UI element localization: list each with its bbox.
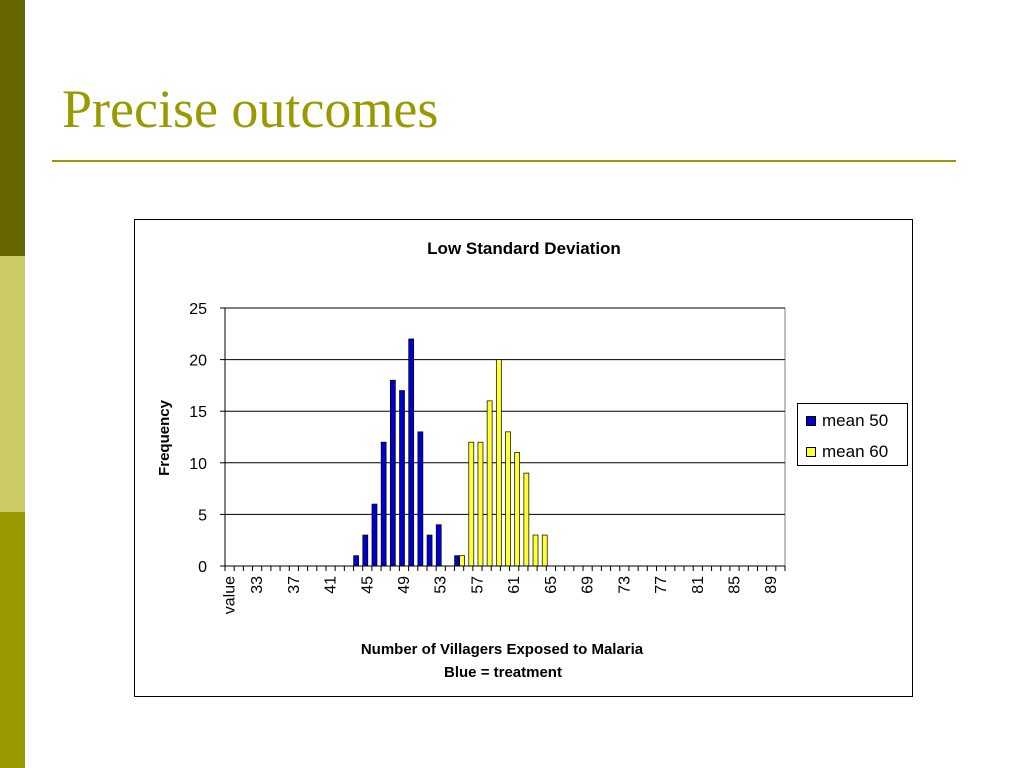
side-strip-top [0,0,25,256]
bar-mean-60-57 [486,400,493,567]
chart-legend: mean 50 mean 60 [797,403,908,466]
chart-title: Low Standard Deviation [427,239,621,258]
x-axis-label: Number of Villagers Exposed to Malaria [361,641,644,658]
y-tick-label: 10 [189,456,207,473]
x-tick-label: 85 [727,576,744,594]
x-tick-label: 77 [653,576,670,594]
bar-mean-60-58 [495,359,502,567]
x-tick-label: value [222,576,239,614]
y-tick-label: 15 [189,404,207,421]
bar-mean-50-48 [399,390,405,567]
y-axis-label: Frequency [156,399,173,476]
x-tick-label: 81 [690,576,707,594]
chart: 0 5 10 15 20 25 value 33 37 41 45 49 53 57 61 65 69 73 77 8… [156,239,786,681]
y-tick-label: 0 [198,559,207,576]
x-tick-label: 61 [506,576,523,594]
x-tick-label: 65 [543,576,560,594]
bar-mean-50-45 [371,503,378,567]
x-tick-label: 49 [396,576,413,594]
bar-mean-60-56 [477,441,484,567]
legend-item-mean-60: mean 60 [806,442,888,462]
bar-mean-50-46 [380,441,387,567]
plot-area [224,307,786,567]
bar-mean-60-61 [523,472,530,567]
x-tick-label: 33 [249,576,266,594]
bar-mean-60-63 [541,534,548,567]
legend-label-mean-60: mean 60 [822,442,889,461]
x-tick-label: 53 [433,576,450,594]
bar-mean-50-50 [417,431,424,567]
bar-mean-60-62 [532,534,539,567]
bar-mean-60-60 [514,452,521,567]
bars [353,338,548,567]
x-tick-label: 69 [580,576,597,594]
bar-mean-60-54 [459,555,465,567]
bar-mean-60-59 [505,431,511,567]
x-tick-label: 45 [359,576,376,594]
y-tick-label: 20 [189,353,207,370]
x-tick-label: 41 [323,576,340,594]
x-tick-label: 37 [286,576,303,594]
x-tick-label: 89 [763,576,780,594]
title-underline [52,160,956,162]
legend-swatch-mean-50 [806,416,816,426]
axes: 0 5 10 15 20 25 value 33 37 41 45 49 53 57 61 65 69 73 77 8… [189,301,786,614]
x-tick-label: 57 [469,576,486,594]
legend-label-mean-50: mean 50 [822,411,889,430]
gridlines [224,307,786,567]
side-strip-bottom [0,512,25,768]
legend-swatch-mean-60 [806,447,816,457]
y-tick-label: 25 [189,301,207,318]
side-strip-middle [0,256,25,512]
bar-mean-60-55 [468,441,475,567]
slide-title: Precise outcomes [62,79,439,139]
bar-mean-50-54 [454,555,460,567]
bar-mean-50-44 [362,534,369,567]
bar-mean-50-43 [353,555,359,567]
chart-frame: 0 5 10 15 20 25 value 33 37 41 45 49 53 57 61 65 69 73 77 8… [134,219,913,697]
legend-item-mean-50: mean 50 [806,411,888,431]
bar-mean-50-49 [408,338,415,567]
bar-mean-50-47 [389,379,396,567]
bar-mean-50-52 [435,524,442,567]
y-tick-label: 5 [198,507,207,524]
x-tick-label: 73 [616,576,633,594]
bar-mean-50-51 [426,534,433,567]
x-axis-label-line2: Blue = treatment [444,664,562,681]
